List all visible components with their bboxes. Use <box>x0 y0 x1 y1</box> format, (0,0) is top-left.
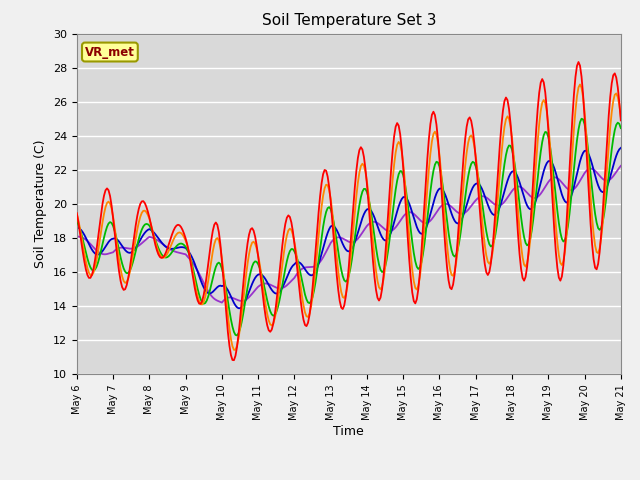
X-axis label: Time: Time <box>333 425 364 438</box>
Title: Soil Temperature Set 3: Soil Temperature Set 3 <box>262 13 436 28</box>
Text: VR_met: VR_met <box>85 46 135 59</box>
Y-axis label: Soil Temperature (C): Soil Temperature (C) <box>35 140 47 268</box>
